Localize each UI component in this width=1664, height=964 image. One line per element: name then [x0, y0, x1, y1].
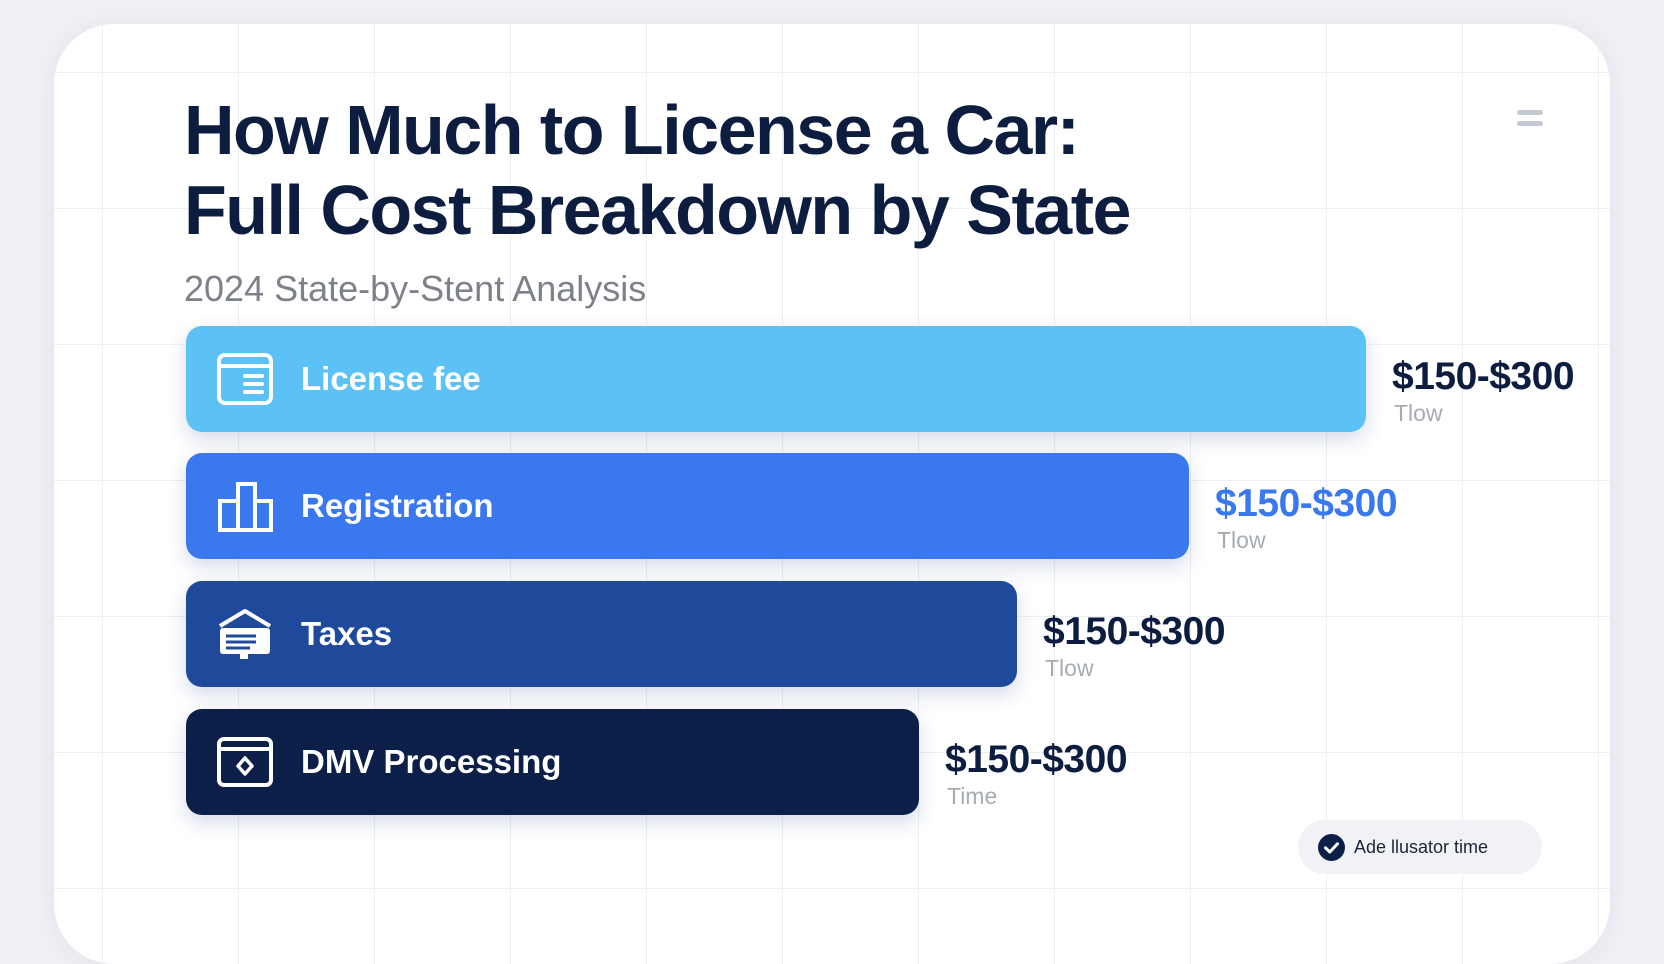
hamburger-menu-icon[interactable]: [1517, 110, 1543, 130]
bar-label-license-fee: License fee: [301, 360, 481, 397]
check-circle-icon: [1318, 834, 1345, 861]
chart-title-line-2: Full Cost Breakdown by State: [184, 171, 1131, 249]
value-label-taxes: $150-$300: [1043, 610, 1226, 653]
bar-label-registration: Registration: [301, 487, 494, 524]
dmv-window-icon: [217, 737, 273, 787]
browser-window-icon: [217, 353, 273, 405]
bar-registration[interactable]: Registration: [186, 453, 1189, 559]
sub-label-registration: Tlow: [1217, 527, 1266, 553]
chart-subtitle: 2024 State-by-Stent Analysis: [184, 268, 647, 309]
value-label-license-fee: $150-$300: [1392, 355, 1575, 398]
sub-label-taxes: Tlow: [1045, 655, 1094, 681]
illustrator-time-pill-button[interactable]: Ade llusator time: [1298, 820, 1542, 874]
bar-taxes[interactable]: Taxes: [186, 581, 1017, 687]
bar-label-taxes: Taxes: [301, 615, 393, 652]
sub-label-license-fee: Tlow: [1394, 400, 1443, 426]
chart-title: How Much to License a Car: Full Cost Bre…: [184, 90, 1131, 250]
bar-dmv-processing[interactable]: DMV Processing: [186, 709, 919, 815]
tax-document-icon: [218, 609, 272, 659]
sub-label-dmv-processing: Time: [947, 783, 998, 809]
value-label-dmv-processing: $150-$300: [945, 738, 1128, 781]
buildings-icon: [218, 482, 273, 532]
bar-license-fee[interactable]: License fee: [186, 326, 1366, 432]
pill-label: Ade llusator time: [1354, 837, 1489, 857]
bar-label-dmv-processing: DMV Processing: [301, 743, 562, 780]
chart-title-line-1: How Much to License a Car:: [184, 91, 1080, 169]
value-label-registration: $150-$300: [1215, 482, 1398, 525]
chart-card: How Much to License a Car: Full Cost Bre…: [54, 24, 1610, 964]
